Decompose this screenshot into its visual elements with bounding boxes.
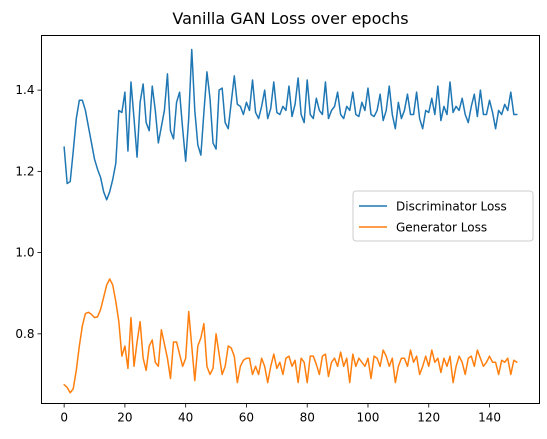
x-tick-label: 60 — [239, 411, 254, 425]
legend-label-1: Generator Loss — [396, 221, 487, 235]
y-tick-label: 1.2 — [15, 164, 34, 178]
legend-label-0: Discriminator Loss — [396, 200, 507, 214]
x-tick-label: 120 — [417, 411, 440, 425]
plot-frame — [41, 35, 540, 404]
legend: Discriminator Loss Generator Loss — [352, 190, 534, 242]
x-tick-label: 20 — [117, 411, 132, 425]
y-axis: 0.8 1.0 1.2 1.4 — [15, 83, 42, 341]
x-tick-label: 80 — [300, 411, 315, 425]
legend-box — [352, 190, 534, 242]
chart-title: Vanilla GAN Loss over epochs — [172, 9, 408, 28]
series-line-1 — [63, 278, 518, 394]
plot-lines — [63, 48, 518, 394]
x-tick-label: 40 — [178, 411, 193, 425]
x-tick-label: 100 — [357, 411, 380, 425]
x-axis: 0 20 40 60 80 100 120 140 — [60, 403, 501, 425]
y-tick-label: 0.8 — [15, 327, 34, 341]
y-tick-label: 1.4 — [15, 83, 34, 97]
y-tick-label: 1.0 — [15, 246, 34, 260]
x-tick-label: 0 — [60, 411, 68, 425]
x-tick-label: 140 — [478, 411, 501, 425]
series-line-0 — [63, 48, 518, 201]
